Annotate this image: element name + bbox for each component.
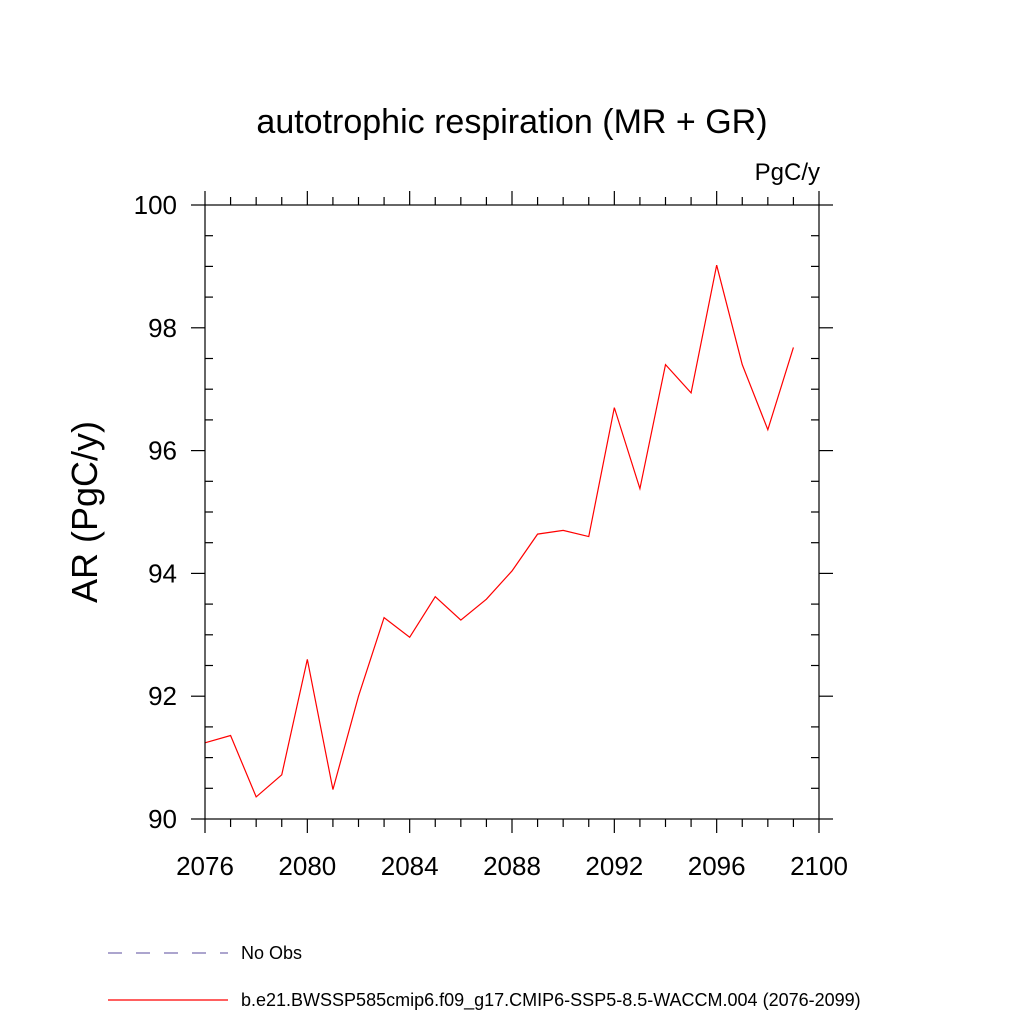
x-tick-label: 2096 — [688, 851, 746, 881]
x-tick-label: 2100 — [790, 851, 848, 881]
legend-label: No Obs — [241, 943, 302, 963]
axis-ticks: 2076 2080 2084 2088 2092 2096 2100 90 92 94 96 98 10… — [134, 190, 848, 881]
y-tick-label: 98 — [148, 313, 177, 343]
y-tick-label: 92 — [148, 681, 177, 711]
x-tick-label: 2084 — [381, 851, 439, 881]
plot-lines — [204, 265, 794, 798]
y-tick-label: 90 — [148, 804, 177, 834]
plot-frame — [204, 204, 820, 820]
x-tick-label: 2076 — [176, 851, 234, 881]
x-tick-label: 2088 — [483, 851, 541, 881]
y-axis-label: AR (PgC/y) — [64, 421, 105, 603]
units-label: PgC/y — [755, 159, 820, 186]
y-tick-label: 96 — [148, 436, 177, 466]
series-line — [204, 265, 794, 798]
legend-label: b.e21.BWSSP585cmip6.f09_g17.CMIP6-SSP5-8… — [241, 990, 861, 1011]
chart-title: autotrophic respiration (MR + GR) — [256, 103, 767, 141]
y-tick-label: 100 — [134, 190, 177, 220]
x-tick-label: 2080 — [278, 851, 336, 881]
x-tick-label: 2092 — [585, 851, 643, 881]
legend: No Obs b.e21.BWSSP585cmip6.f09_g17.CMIP6-… — [108, 943, 861, 1011]
y-tick-label: 94 — [148, 558, 177, 588]
